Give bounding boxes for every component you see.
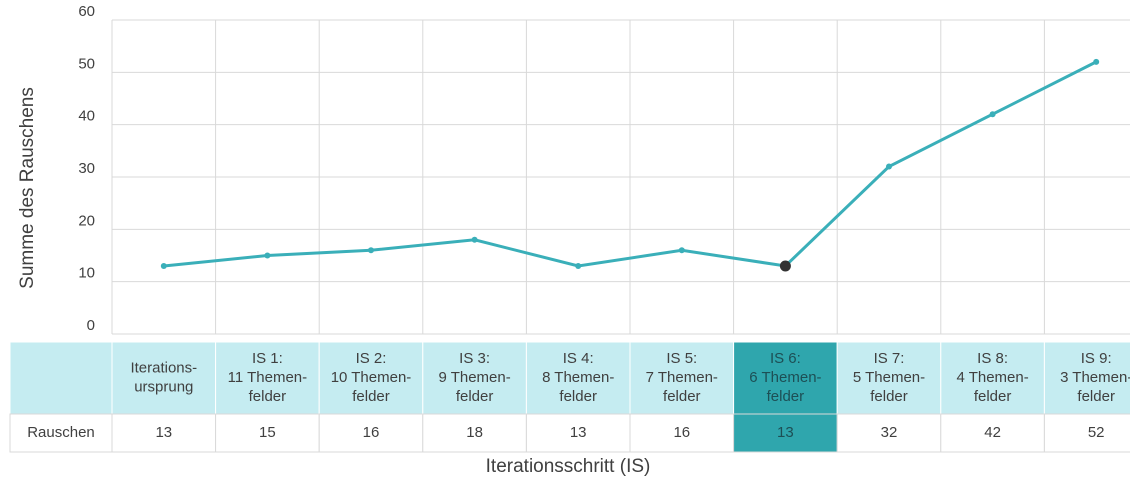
y-tick-label: 10 [78,265,95,282]
x-category-label: felder [352,388,390,405]
data-point [471,236,478,243]
y-axis-label: Summe des Rauschens [17,87,38,289]
data-point [368,247,374,254]
x-category-label: 9 Themen- [438,369,510,386]
x-category-label: felder [559,388,597,405]
table-value: 32 [881,424,898,441]
table-value: 52 [1088,424,1105,441]
x-category-label: IS 8: [977,350,1008,367]
x-category-label: IS 5: [666,350,697,367]
x-category-label: felder [663,388,701,405]
x-category-label: 4 Themen- [956,369,1028,386]
table-data-cell [629,413,735,453]
table-data-cell [525,413,631,453]
table-value: 18 [466,424,483,441]
x-category-label: ursprung [134,378,193,395]
y-tick-label: 50 [78,55,95,72]
data-point [989,111,996,118]
y-tick-label: 60 [78,3,95,20]
x-category-label: felder [767,388,805,405]
x-category-label: 5 Themen- [853,369,925,386]
data-point [1093,58,1100,65]
table-data-cell [111,413,217,453]
table-header-cell [215,341,320,415]
data-point [264,252,271,259]
x-axis-label: Iterationsschritt (IS) [486,456,651,477]
table-header-cell [111,341,217,415]
y-tick-label: 40 [78,108,95,125]
table-row-label: Rauschen [27,424,95,441]
x-category-label: 7 Themen- [646,369,718,386]
table-row-label-cell [9,413,113,453]
table-header-corner [9,341,113,415]
x-category-label: 3 Themen- [1060,369,1130,386]
data-point [160,262,167,269]
x-category-label: felder [974,388,1012,405]
y-tick-label: 0 [87,317,95,334]
x-category-label: felder [249,388,287,405]
table-data-cell [836,413,942,453]
table-data-cell [940,413,1045,453]
x-category-label: felder [870,388,908,405]
table-value: 42 [984,424,1001,441]
y-tick-label: 30 [78,160,95,177]
table-header-cell [733,341,838,415]
x-category-label: Iterations- [130,359,197,376]
x-category-label: IS 2: [356,350,387,367]
data-point [886,163,892,170]
x-category-label: 8 Themen- [542,369,614,386]
x-category-label: IS 1: [252,350,283,367]
table-value: 16 [363,424,380,441]
data-point [575,262,582,269]
table-value: 15 [259,424,276,441]
y-tick-label: 20 [78,212,95,229]
table-value: 13 [570,424,587,441]
table-value: 13 [155,424,172,441]
x-category-label: IS 6: [770,350,801,367]
x-category-label: 6 Themen- [749,369,821,386]
data-point [779,260,791,272]
table-header-cell [318,341,424,415]
data-line [163,60,1097,268]
table-data-cell [318,413,424,453]
x-category-label: IS 3: [459,350,490,367]
table-value: 16 [673,424,690,441]
table-header-cell [1043,341,1130,415]
table-data-cell [733,413,838,453]
x-category-label: felder [456,388,494,405]
table-data-cell [422,413,527,453]
x-category-label: IS 7: [874,350,905,367]
x-category-label: IS 4: [563,350,594,367]
x-category-label: 11 Themen- [228,369,308,386]
data-point [678,247,685,254]
table-header-cell [940,341,1045,415]
x-category-label: IS 9: [1081,350,1112,367]
x-category-label: 10 Themen- [331,369,412,386]
table-value: 13 [777,424,794,441]
table-data-cell [1043,413,1130,453]
x-category-label: felder [1077,388,1115,405]
